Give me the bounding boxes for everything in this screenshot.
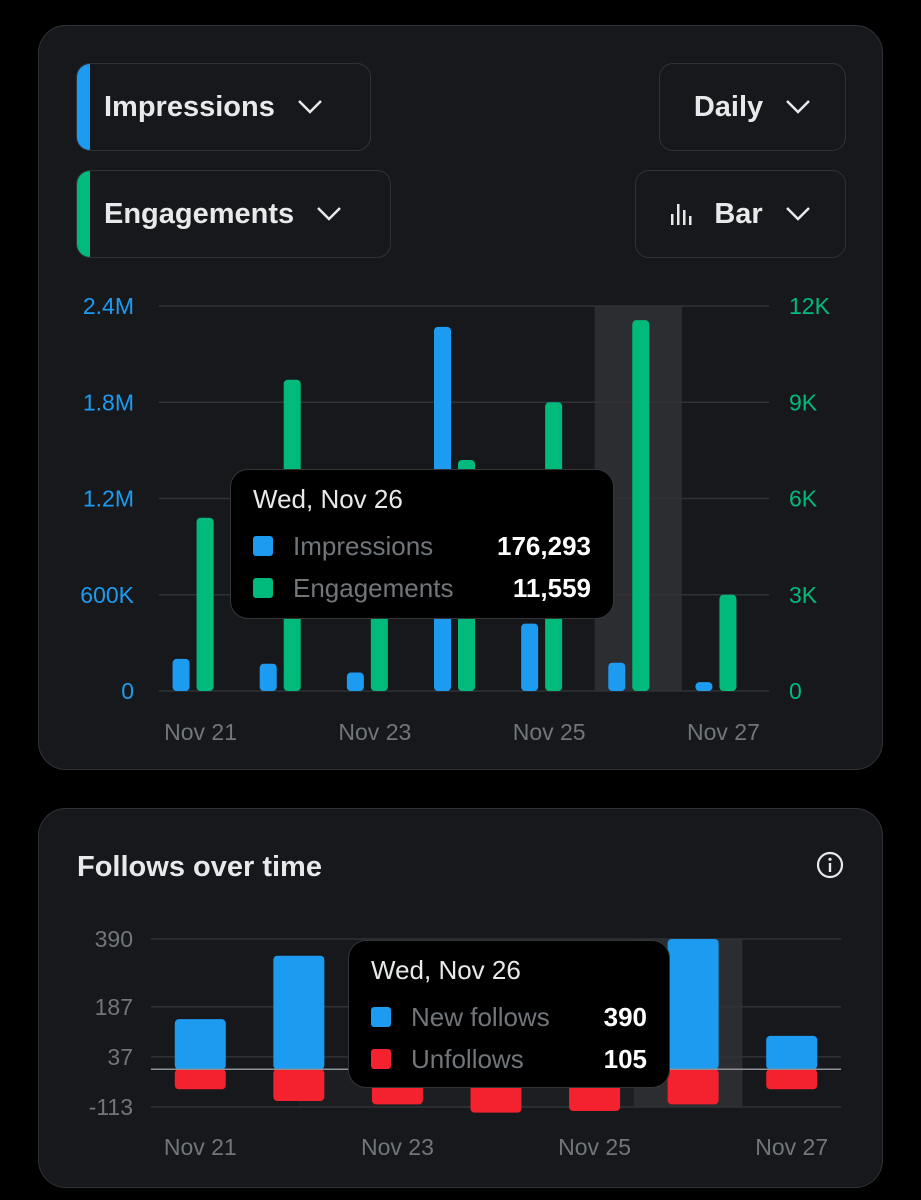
x-tick-label: Nov 25 bbox=[513, 719, 586, 745]
x-tick-label: Nov 27 bbox=[687, 719, 760, 745]
y-left-tick-label: 0 bbox=[121, 678, 134, 704]
bar-unfollows bbox=[273, 1069, 325, 1101]
chevron-down-icon bbox=[316, 206, 342, 222]
tooltip-row-value: 11,559 bbox=[512, 572, 591, 603]
bar-unfollows bbox=[667, 1069, 719, 1105]
tooltip-date: Wed, Nov 26 bbox=[371, 955, 521, 985]
x-tick-label: Nov 23 bbox=[338, 719, 411, 745]
bar-engagements bbox=[632, 320, 650, 691]
chart-type-label: Bar bbox=[714, 197, 763, 230]
y-right-tick-label: 0 bbox=[789, 678, 802, 704]
y-left-tick-label: 600K bbox=[80, 582, 134, 608]
tooltip-row-unfollows: Unfollows 105 bbox=[371, 1038, 647, 1080]
bar-new-follows bbox=[667, 939, 719, 1070]
chart-type-dropdown[interactable]: Bar bbox=[635, 170, 846, 258]
y-tick-label: 37 bbox=[107, 1044, 133, 1070]
x-tick-label: Nov 21 bbox=[164, 1134, 237, 1160]
y-tick-label: -113 bbox=[89, 1094, 133, 1120]
chevron-down-icon bbox=[785, 206, 811, 222]
engagements-accent bbox=[77, 171, 90, 257]
y-right-tick-label: 12K bbox=[789, 293, 831, 319]
new-follows-swatch bbox=[371, 1007, 391, 1027]
engagements-swatch bbox=[253, 578, 273, 598]
bar-impressions bbox=[259, 663, 277, 691]
bar-impressions bbox=[346, 672, 364, 691]
y-right-tick-label: 3K bbox=[789, 582, 818, 608]
card-title: Follows over time bbox=[77, 851, 322, 883]
y-left-tick-label: 1.8M bbox=[83, 389, 134, 415]
bar-impressions bbox=[695, 682, 713, 691]
tooltip-row-value: 105 bbox=[603, 1043, 647, 1074]
metric-secondary-label: Engagements bbox=[104, 197, 295, 230]
metrics-card: Impressions Engagements Daily Bar bbox=[38, 25, 883, 770]
y-left-tick-label: 1.2M bbox=[83, 486, 134, 512]
x-tick-label: Nov 23 bbox=[361, 1134, 434, 1160]
chart-tooltip: Wed, Nov 26 Impressions 176,293 Engageme… bbox=[230, 469, 614, 619]
y-right-tick-label: 6K bbox=[789, 486, 818, 512]
tooltip-row-engagements: Engagements 11,559 bbox=[253, 567, 591, 609]
bar-engagements bbox=[719, 594, 737, 691]
bar-new-follows bbox=[174, 1019, 226, 1070]
tooltip-row-name: Impressions bbox=[293, 530, 434, 561]
y-tick-label: 390 bbox=[95, 926, 133, 952]
period-dropdown[interactable]: Daily bbox=[659, 63, 846, 151]
tooltip-row-name: New follows bbox=[411, 1001, 550, 1032]
tooltip-row-value: 176,293 bbox=[497, 530, 591, 561]
bar-engagements bbox=[196, 517, 214, 691]
bar-unfollows bbox=[174, 1069, 226, 1090]
metric-secondary-dropdown[interactable]: Engagements bbox=[76, 170, 391, 258]
bar-chart-icon bbox=[670, 202, 694, 226]
bar-new-follows bbox=[273, 955, 325, 1070]
unfollows-swatch bbox=[371, 1049, 391, 1069]
tooltip-row-new-follows: New follows 390 bbox=[371, 996, 647, 1038]
y-left-tick-label: 2.4M bbox=[83, 293, 134, 319]
impressions-accent bbox=[77, 64, 90, 150]
x-tick-label: Nov 27 bbox=[755, 1134, 828, 1160]
bar-impressions bbox=[172, 658, 190, 691]
tooltip-row-name: Engagements bbox=[293, 572, 454, 603]
bar-unfollows bbox=[766, 1069, 818, 1090]
bar-new-follows bbox=[766, 1035, 818, 1070]
x-tick-label: Nov 21 bbox=[164, 719, 237, 745]
info-icon[interactable] bbox=[816, 851, 844, 884]
follows-tooltip: Wed, Nov 26 New follows 390 Unfollows 10… bbox=[348, 940, 670, 1088]
tooltip-row-impressions: Impressions 176,293 bbox=[253, 525, 591, 567]
metric-primary-dropdown[interactable]: Impressions bbox=[76, 63, 371, 151]
chevron-down-icon bbox=[785, 99, 811, 115]
impressions-swatch bbox=[253, 536, 273, 556]
y-right-tick-label: 9K bbox=[789, 389, 818, 415]
bar-impressions bbox=[521, 623, 539, 691]
tooltip-row-name: Unfollows bbox=[411, 1043, 524, 1074]
y-tick-label: 187 bbox=[95, 994, 133, 1020]
follows-card: Follows over time -113 37 187 390 Nov 21 Nov … bbox=[38, 808, 883, 1188]
tooltip-row-value: 390 bbox=[603, 1001, 647, 1032]
metric-primary-label: Impressions bbox=[104, 90, 275, 123]
tooltip-date: Wed, Nov 26 bbox=[253, 484, 403, 514]
x-tick-label: Nov 25 bbox=[558, 1134, 631, 1160]
bar-impressions bbox=[608, 662, 626, 691]
chevron-down-icon bbox=[297, 99, 323, 115]
period-label: Daily bbox=[693, 90, 764, 123]
